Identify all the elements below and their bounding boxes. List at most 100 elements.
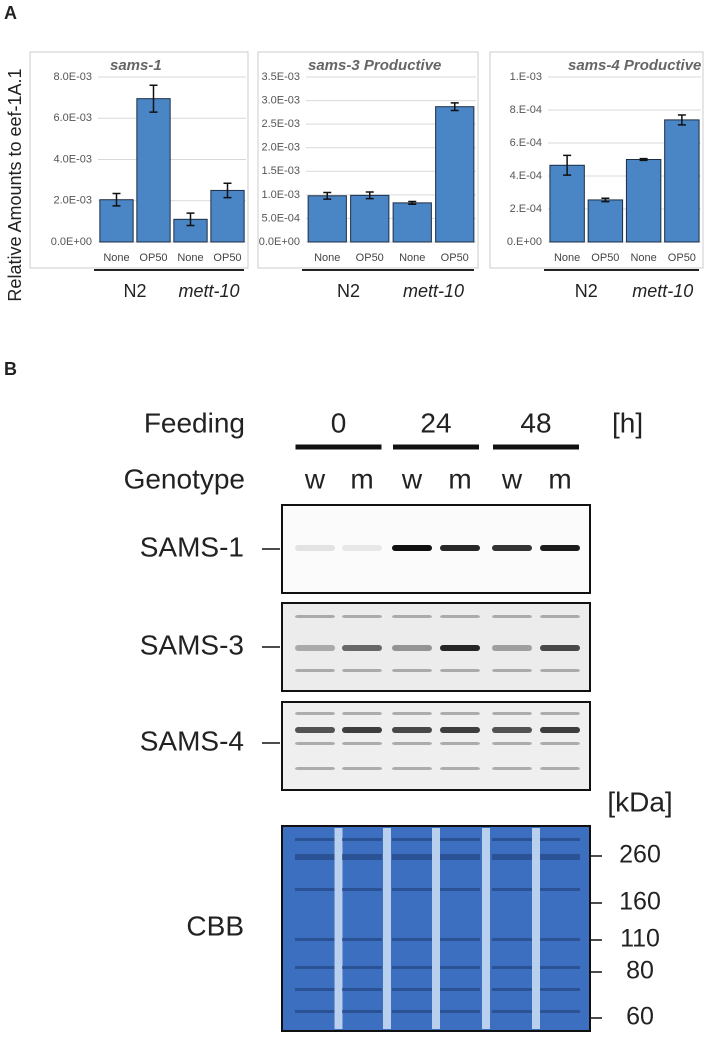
gel-band (540, 838, 580, 841)
group-label: mett-10 (403, 281, 464, 301)
gel-band (492, 854, 532, 860)
chart-frame (489, 51, 704, 269)
chart-title: sams-1 (110, 57, 162, 74)
y-tick-label: 1.0E-03 (261, 189, 300, 201)
lane-gap (432, 828, 440, 1029)
band (492, 727, 532, 733)
lane-gap (334, 828, 343, 1029)
y-tick-label: 3.5E-03 (261, 71, 300, 83)
band (295, 645, 335, 651)
error-bar (639, 157, 648, 162)
time-point: 24 (420, 407, 451, 438)
band (295, 669, 335, 672)
blot-frame (281, 701, 591, 791)
bar (625, 159, 662, 243)
error-bar (408, 200, 417, 206)
bar (210, 189, 245, 243)
gel-band (392, 988, 432, 991)
gel-band (342, 966, 382, 969)
band (342, 545, 382, 551)
band (440, 712, 480, 715)
band (342, 669, 382, 672)
band (295, 712, 335, 715)
band (492, 669, 532, 672)
gel-band (295, 888, 335, 891)
band (440, 742, 480, 745)
gel-band (440, 988, 480, 991)
gel-band (342, 988, 382, 991)
error-bar (677, 114, 686, 126)
gel-band (295, 966, 335, 969)
band (492, 712, 532, 715)
band (540, 615, 580, 618)
gel-band (392, 938, 432, 941)
x-tick-label: OP50 (356, 252, 384, 264)
time-point: 48 (520, 407, 551, 438)
bar (307, 195, 347, 243)
gel-band (492, 938, 532, 941)
blot-label: SAMS-1 (140, 531, 244, 562)
band (440, 645, 480, 651)
x-tick-label: None (177, 252, 203, 264)
y-tick-label: 8.0E-03 (53, 71, 92, 83)
gel-band (440, 838, 480, 841)
y-tick-label: 1.E-03 (510, 71, 542, 83)
gel-band (492, 966, 532, 969)
gel-band (492, 888, 532, 891)
gel-band (440, 854, 480, 860)
error-bar (323, 191, 332, 200)
y-tick-label: 1.5E-03 (261, 165, 300, 177)
error-bar (601, 197, 610, 203)
gel-band (492, 988, 532, 991)
x-tick-label: None (554, 252, 580, 264)
gel-band (492, 838, 532, 841)
y-tick-label: 4.E-04 (510, 170, 542, 182)
blot-label: SAMS-3 (140, 629, 244, 660)
band (440, 669, 480, 672)
x-tick-label: OP50 (213, 252, 241, 264)
genotype: w (501, 463, 523, 494)
chart-title: sams-4 Productive (568, 57, 701, 74)
band (295, 615, 335, 618)
gel-band (342, 938, 382, 941)
gel-band (440, 938, 480, 941)
band (342, 767, 382, 770)
genotype: m (548, 463, 571, 494)
genotype: w (304, 463, 326, 494)
gel-band (392, 1010, 432, 1013)
bar (350, 194, 390, 243)
group-label: N2 (337, 281, 360, 301)
band (492, 742, 532, 745)
genotype: w (401, 463, 423, 494)
band (392, 712, 432, 715)
gel-band (540, 988, 580, 991)
gel-band (540, 1010, 580, 1013)
gel-band (392, 838, 432, 841)
gel-band (440, 966, 480, 969)
lane-gap (532, 828, 540, 1029)
blot-label: SAMS-4 (140, 725, 244, 756)
error-bar (223, 182, 232, 199)
marker-label: 110 (620, 925, 660, 953)
band (392, 615, 432, 618)
band (342, 712, 382, 715)
marker-label: 260 (619, 841, 661, 869)
error-bar (186, 212, 195, 227)
x-tick-label: None (103, 252, 129, 264)
y-tick-label: 2.E-04 (510, 203, 542, 215)
error-bar (112, 192, 121, 207)
y-tick-label: 3.0E-03 (261, 94, 300, 106)
band (392, 767, 432, 770)
band (342, 727, 382, 733)
gel-band (295, 1010, 335, 1013)
band (392, 727, 432, 733)
gel-band (295, 938, 335, 941)
row-label: Genotype (124, 463, 245, 494)
band (540, 742, 580, 745)
bar (136, 98, 171, 243)
band (492, 645, 532, 651)
band (440, 615, 480, 618)
error-bar (450, 102, 459, 112)
chart-frame (257, 51, 479, 269)
bar (664, 119, 700, 243)
